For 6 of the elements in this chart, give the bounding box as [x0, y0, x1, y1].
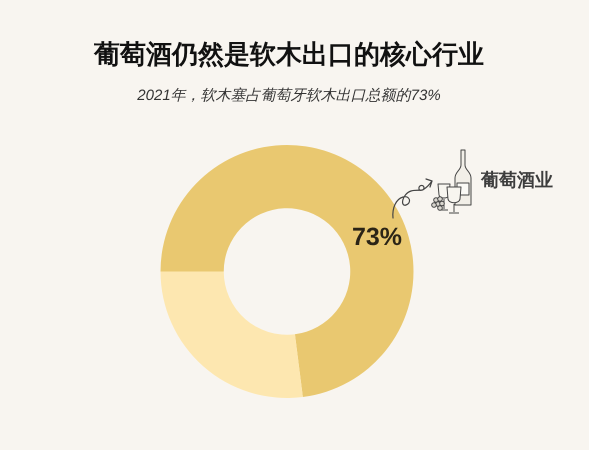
chart-subtitle: 2021年，软木塞占葡萄牙软木出口总额的73%	[136, 87, 441, 104]
chart-title: 葡萄酒仍然是软木出口的核心行业	[93, 39, 484, 69]
donut-slice	[160, 145, 414, 398]
slice-label: 葡萄酒业	[480, 170, 553, 190]
data-label: 73%	[352, 223, 402, 251]
donut-slice	[160, 272, 303, 398]
